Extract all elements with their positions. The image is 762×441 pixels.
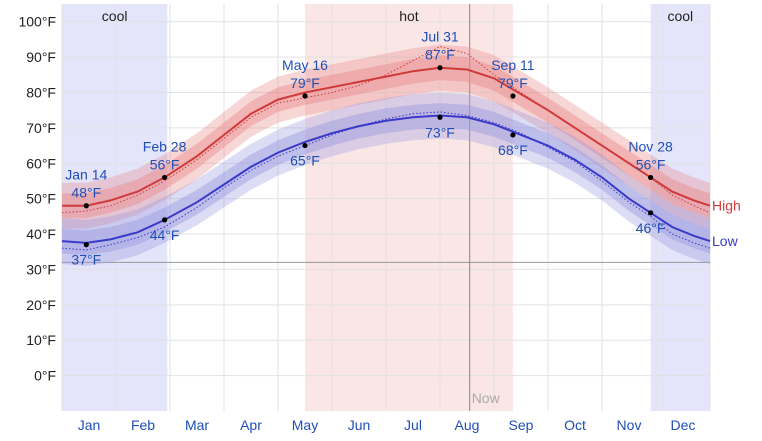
month-label-dec: Dec <box>671 417 696 433</box>
callout-point <box>648 174 654 181</box>
high-series-label: High <box>712 198 741 214</box>
month-label-feb: Feb <box>131 417 155 433</box>
callout-value-label: 79°F <box>290 75 320 91</box>
callout-value-label: 68°F <box>498 142 528 158</box>
month-label-may: May <box>292 417 318 433</box>
low-series-label: Low <box>712 233 739 249</box>
month-label-aug: Aug <box>455 417 480 433</box>
y-tick-label: 0°F <box>34 368 56 384</box>
callout-date-label: Jul 31 <box>421 29 459 45</box>
callout-value-label: 37°F <box>71 252 101 268</box>
month-label-jun: Jun <box>348 417 371 433</box>
season-band-cool <box>650 4 710 411</box>
low-outer-band <box>62 92 710 266</box>
month-label-sep: Sep <box>509 417 534 433</box>
low-last-year-line <box>61 111 711 251</box>
y-tick-label: 40°F <box>26 226 56 242</box>
callout-point <box>302 142 308 149</box>
y-tick-label: 80°F <box>26 84 56 100</box>
callout-value-label: 56°F <box>150 156 180 172</box>
callout-point <box>437 65 443 71</box>
callout-value-label: 87°F <box>425 47 455 63</box>
callout-value-label: 65°F <box>290 153 320 169</box>
high-inner-band <box>62 55 710 219</box>
callout-value-label: 46°F <box>636 220 666 236</box>
callout-date-label: Jan 14 <box>65 167 107 183</box>
callout-point <box>162 217 168 223</box>
callout-point <box>162 174 168 181</box>
y-tick-label: 90°F <box>26 49 56 65</box>
y-tick-label: 10°F <box>26 332 56 348</box>
y-tick-label: 60°F <box>26 155 56 171</box>
season-label-cool: cool <box>667 8 693 24</box>
month-label-apr: Apr <box>240 417 262 433</box>
month-label-oct: Oct <box>564 417 586 433</box>
y-tick-label: 50°F <box>26 191 56 207</box>
callout-point <box>510 93 516 99</box>
low-inner-band <box>62 103 710 256</box>
callout-point <box>302 93 308 99</box>
callout-date-label: Nov 28 <box>628 138 673 154</box>
callout-date-label: May 16 <box>282 57 328 73</box>
callout-value-label: 48°F <box>71 185 101 201</box>
callout-point <box>83 203 89 209</box>
callout-date-label: Sep 11 <box>491 57 535 73</box>
high-outer-band <box>62 44 710 229</box>
callout-point <box>510 132 516 138</box>
month-label-jan: Jan <box>78 417 101 433</box>
callout-point <box>648 210 654 216</box>
y-tick-label: 30°F <box>26 261 56 277</box>
y-tick-label: 20°F <box>26 297 56 313</box>
season-band-cool <box>62 4 168 411</box>
month-label-mar: Mar <box>185 417 209 433</box>
high-average-line <box>62 66 711 207</box>
callout-point <box>437 114 443 120</box>
callout-value-label: 44°F <box>150 227 180 243</box>
callout-value-label: 56°F <box>636 156 666 172</box>
low-average-line <box>61 114 711 244</box>
callout-point <box>83 242 89 248</box>
callout-date-label: Feb 28 <box>143 138 187 154</box>
y-tick-label: 100°F <box>18 14 56 30</box>
y-tick-label: 70°F <box>26 120 56 136</box>
month-label-jul: Jul <box>404 417 422 433</box>
season-label-cool: cool <box>102 8 128 24</box>
month-label-nov: Nov <box>617 417 642 433</box>
callout-value-label: 79°F <box>498 75 528 91</box>
now-label: Now <box>472 390 501 406</box>
season-label-hot: hot <box>399 8 419 24</box>
callout-value-label: 73°F <box>425 124 455 140</box>
